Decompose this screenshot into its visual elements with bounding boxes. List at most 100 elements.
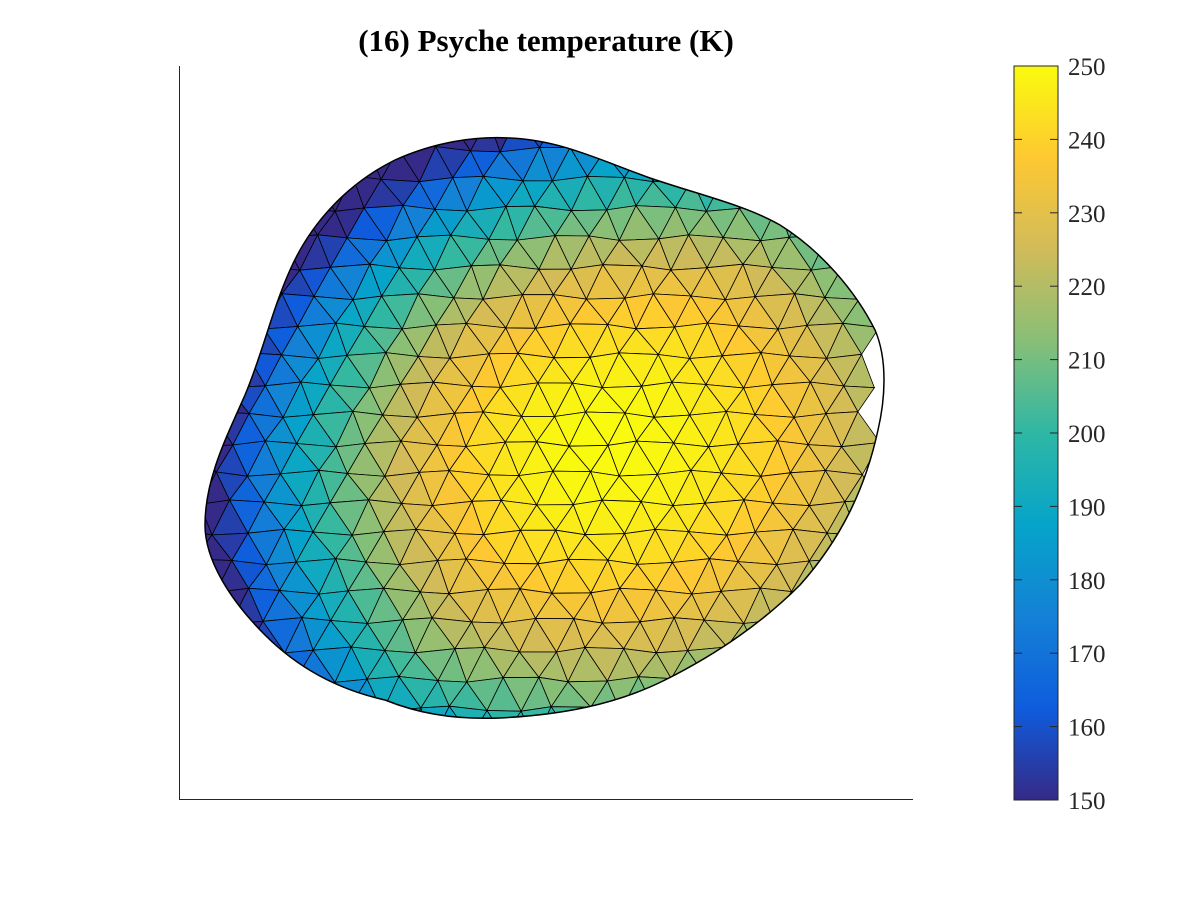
surface-facet: [822, 681, 864, 711]
surface-facet: [314, 148, 354, 180]
colorbar-ticks: 150 160 170 180 190 200 210 220 230 240 250: [1014, 54, 1106, 815]
colorbar-tick-label: 150: [1068, 788, 1106, 815]
surface-facet: [205, 322, 218, 359]
surface-facet: [742, 711, 776, 719]
surface-facet: [262, 181, 300, 209]
surface-facet: [823, 149, 861, 179]
surface-facet: [788, 137, 830, 148]
surface-facet: [205, 209, 235, 238]
colorbar-tick-label: 200: [1068, 421, 1106, 448]
surface-facet: [205, 137, 218, 149]
surface-facet: [705, 174, 741, 212]
surface-facet: [771, 146, 813, 183]
surface-facet: [788, 208, 829, 238]
surface-facet: [827, 620, 858, 650]
surface-facet: [232, 324, 265, 354]
surface-facet: [822, 705, 864, 719]
surface-facet: [691, 148, 725, 181]
surface-facet: [692, 705, 722, 719]
surface-facet: [249, 265, 283, 299]
surface-facet: [369, 137, 400, 153]
surface-facet: [759, 137, 790, 151]
surface-facet: [229, 648, 269, 682]
surface-facet: [755, 649, 793, 678]
surface-facet: [686, 137, 726, 150]
surface-facet: [726, 646, 757, 681]
surface-facet: [297, 146, 332, 180]
surface-facet: [741, 137, 773, 153]
colorbar-tick-label: 190: [1068, 494, 1106, 521]
surface-facet: [205, 680, 232, 709]
surface-facet: [823, 175, 861, 212]
chart-title: (16) Psyche temperature (K): [358, 23, 734, 58]
surface-facet: [233, 176, 264, 211]
surface-facet: [205, 646, 232, 683]
surface-facet: [637, 676, 672, 711]
surface-facet: [758, 675, 794, 713]
surface-facet: [843, 175, 879, 212]
surface-facet: [807, 593, 847, 623]
surface-facet: [723, 137, 761, 154]
surface-facet: [691, 681, 722, 710]
surface-facet: [298, 178, 336, 212]
surface-facet: [205, 210, 218, 237]
colorbar-tick-label: 170: [1068, 641, 1106, 668]
surface-facet: [839, 646, 881, 683]
surface-facet: [205, 681, 216, 709]
surface-facet: [227, 264, 268, 299]
surface-facet: [205, 146, 212, 182]
surface-facet: [210, 297, 251, 326]
surface-facet: [216, 208, 247, 242]
surface-facet: [205, 410, 234, 447]
surface-facet: [794, 177, 825, 210]
surface-facet: [351, 151, 382, 180]
surface-facet: [330, 708, 368, 719]
surface-facet: [205, 323, 235, 358]
surface-facet: [249, 675, 280, 713]
surface-facet: [811, 146, 843, 179]
surface-facet: [499, 137, 541, 153]
surface-facet: [619, 137, 660, 152]
surface-facet: [297, 137, 332, 150]
surface-facet: [205, 706, 233, 719]
surface-facet: [346, 137, 388, 154]
surface-facet: [266, 676, 297, 711]
surface-facet: [844, 499, 875, 537]
surface-facet: [397, 137, 437, 150]
surface-facet: [723, 151, 757, 180]
surface-facet: [250, 177, 282, 207]
surface-facet: [842, 322, 880, 356]
surface-facet: [205, 618, 214, 653]
surface-facet: [569, 137, 605, 153]
surface-facet: [205, 147, 229, 178]
surface-facet: [809, 648, 841, 683]
surface-facet: [245, 648, 286, 678]
surface-facet: [205, 445, 218, 473]
surface-facet: [212, 622, 248, 650]
surface-facet: [213, 707, 251, 719]
surface-facet: [215, 137, 246, 154]
surface-facet: [774, 707, 808, 719]
surface-facet: [282, 137, 318, 148]
colorbar-tick-label: 210: [1068, 348, 1106, 375]
colorbar-tick-label: 250: [1068, 54, 1106, 81]
colorbar-tick-label: 220: [1068, 274, 1106, 301]
surface-facet: [806, 705, 847, 719]
surface-facet: [381, 707, 422, 719]
surface-facet: [213, 679, 251, 713]
surface-facet: [216, 352, 248, 389]
surface-facet: [840, 150, 877, 177]
surface-facet: [654, 705, 694, 719]
surface-facet: [205, 298, 235, 326]
surface-facet: [230, 620, 264, 650]
surface-facet: [737, 676, 777, 713]
surface-facet: [707, 137, 743, 153]
asteroid-surface: [205, 137, 881, 719]
surface-facet: [805, 177, 845, 212]
surface-facet: [791, 679, 825, 709]
surface-facet: [205, 382, 212, 417]
surface-facet: [845, 709, 876, 719]
surface-facet: [205, 234, 218, 270]
surface-facet: [811, 137, 843, 151]
surface-facet: [840, 137, 877, 153]
